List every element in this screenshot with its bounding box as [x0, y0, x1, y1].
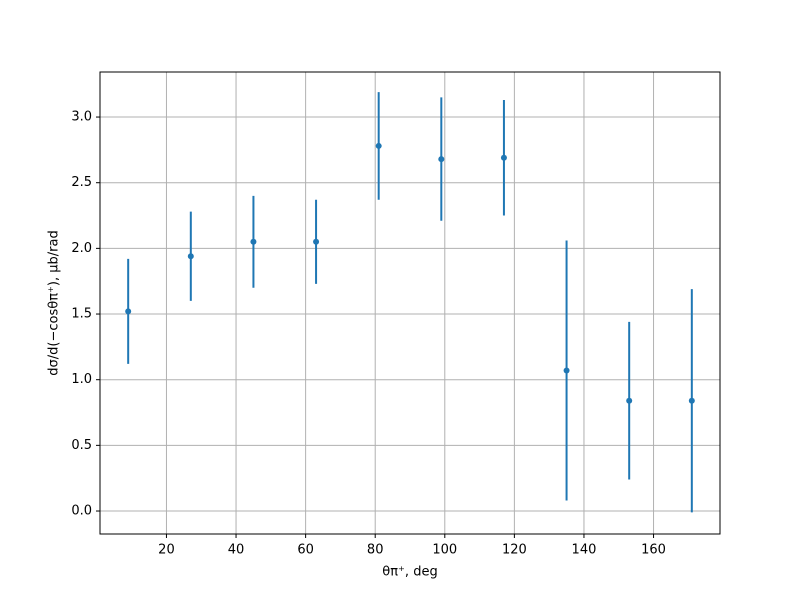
plot-frame	[99, 71, 721, 535]
data-point	[250, 238, 257, 245]
y-axis-label: dσ/d(−cosθπ⁺), μb/rad	[47, 230, 62, 375]
x-tick-label: 40	[228, 543, 245, 558]
x-tick-label: 80	[367, 543, 384, 558]
data-point	[375, 142, 382, 149]
x-tick-label: 120	[502, 543, 527, 558]
data-point	[626, 397, 633, 404]
x-axis-label: θπ⁺, deg	[382, 565, 437, 580]
x-tick-label: 100	[432, 543, 457, 558]
y-tick-label: 2.5	[71, 175, 92, 190]
data-point	[500, 154, 507, 161]
data-point	[187, 253, 194, 260]
y-tick-label: 0.0	[71, 504, 92, 519]
data-point	[313, 238, 320, 245]
x-tick-label: 140	[572, 543, 597, 558]
x-tick-label: 160	[641, 543, 666, 558]
data-point	[438, 156, 445, 163]
x-tick-label: 60	[297, 543, 314, 558]
y-tick-label: 1.0	[71, 372, 92, 387]
y-tick-label: 0.5	[71, 438, 92, 453]
data-point	[125, 308, 132, 315]
data-point	[688, 397, 695, 404]
y-tick-label: 3.0	[71, 110, 92, 125]
y-tick-label: 2.0	[71, 241, 92, 256]
data-point	[563, 367, 570, 374]
y-tick-label: 1.5	[71, 307, 92, 322]
x-tick-label: 20	[158, 543, 175, 558]
